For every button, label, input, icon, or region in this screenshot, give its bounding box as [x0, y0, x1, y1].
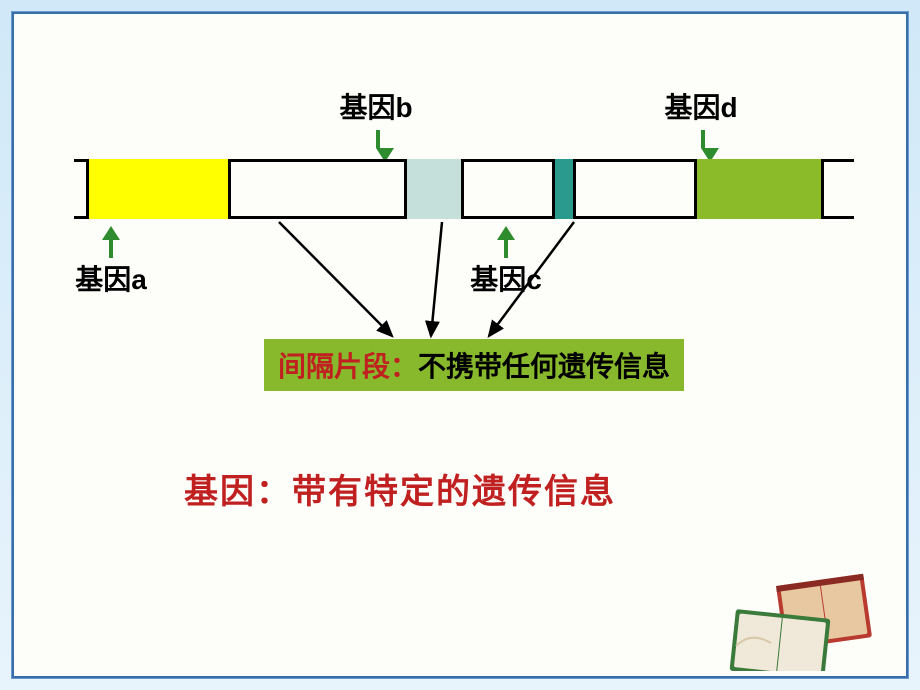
slide-outer-frame: 基因b 基因d 基因a 基因c [0, 0, 920, 690]
spacer-prefix-text: 间隔片段： [278, 351, 418, 382]
spacer-rest-text: 不携带任何遗传信息 [418, 351, 670, 382]
books-icon [716, 551, 881, 671]
slide-inner-frame: 基因b 基因d 基因a 基因c [12, 12, 908, 678]
main-definition-text: 基因：带有特定的遗传信息 [184, 464, 616, 513]
spacer-description-box: 间隔片段：不携带任何遗传信息 [264, 339, 684, 391]
